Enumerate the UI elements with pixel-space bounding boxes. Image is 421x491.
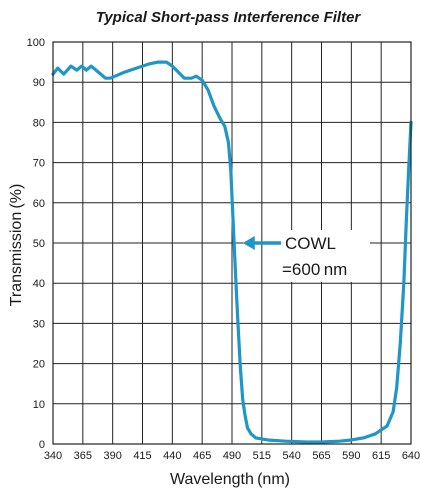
annotation-line-1: COWL (285, 234, 336, 253)
annotation-line-2: =600 nm (282, 260, 347, 279)
y-tick-label: 40 (33, 278, 45, 290)
x-tick-label: 340 (44, 450, 62, 462)
y-tick-label: 50 (33, 238, 45, 250)
x-axis-label: Wavelength (nm) (170, 471, 290, 488)
x-tick-label: 615 (372, 450, 390, 462)
y-tick-label: 0 (39, 439, 45, 451)
x-tick-label: 490 (223, 450, 241, 462)
y-tick-label: 80 (33, 117, 45, 129)
x-tick-label: 515 (253, 450, 271, 462)
x-tick-label: 415 (133, 450, 151, 462)
x-tick-label: 590 (342, 450, 360, 462)
x-tick-label: 565 (312, 450, 330, 462)
y-tick-labels: 0 10 20 30 40 50 60 70 80 90 100 (27, 37, 45, 451)
annotation-arrow-head (242, 236, 255, 250)
y-tick-label: 90 (33, 77, 45, 89)
x-tick-label: 365 (74, 450, 92, 462)
x-tick-label: 465 (193, 450, 211, 462)
y-tick-label: 70 (33, 158, 45, 170)
y-tick-label: 30 (33, 318, 45, 330)
x-tick-labels: 340 365 390 415 440 465 490 515 540 565 590 615 640 (44, 450, 420, 462)
transmission-line (51, 60, 413, 444)
y-tick-label: 100 (27, 37, 45, 49)
y-tick-label: 60 (33, 198, 45, 210)
x-tick-label: 540 (282, 450, 300, 462)
y-axis-label: Transmission (%) (8, 184, 25, 307)
y-tick-label: 20 (33, 359, 45, 371)
plot-frame (52, 41, 412, 445)
chart-title: Typical Short-pass Interference Filter (96, 9, 362, 26)
x-tick-label: 640 (402, 450, 420, 462)
x-tick-label: 390 (103, 450, 121, 462)
x-tick-label: 440 (163, 450, 181, 462)
annotation-background (278, 230, 370, 282)
annotation: COWL =600 nm (242, 230, 370, 282)
series-layer (51, 60, 413, 444)
y-tick-label: 10 (33, 399, 45, 411)
